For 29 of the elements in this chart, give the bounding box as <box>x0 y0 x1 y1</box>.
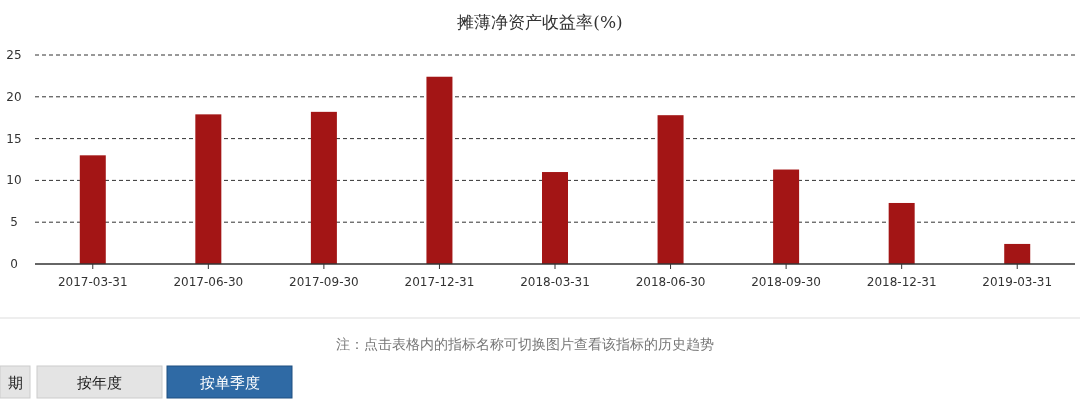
x-tick-label: 2017-09-30 <box>289 275 359 289</box>
bar <box>773 169 800 264</box>
x-tick-label: 2017-06-30 <box>173 275 244 289</box>
x-tick-label: 2017-12-31 <box>404 275 475 289</box>
y-tick-label: 25 <box>6 48 22 62</box>
x-tick-label: 2019-03-31 <box>982 275 1053 289</box>
text: 按年度 <box>77 374 122 392</box>
bar <box>542 172 568 264</box>
text: 期 <box>7 374 23 392</box>
bar <box>426 76 453 264</box>
text: 按单季度 <box>199 374 260 392</box>
y-tick-label: 10 <box>6 173 22 188</box>
bar <box>888 202 915 264</box>
x-tick-label: 2018-03-31 <box>520 275 590 289</box>
x-tick-label: 2018-09-30 <box>751 275 821 289</box>
text: 注：点击表格内的指标名称可切换图片查看该指标的历史趋势 <box>336 336 714 352</box>
y-tick-label: 0 <box>10 257 18 271</box>
y-tick-label: 5 <box>10 215 18 230</box>
x-tick-label: 2017-03-31 <box>57 275 128 289</box>
bar <box>657 115 684 264</box>
bar <box>310 111 337 264</box>
y-tick-label: 20 <box>6 89 22 104</box>
bar <box>79 155 106 264</box>
chart-title: 摊薄净资产收益率(%) <box>457 12 623 32</box>
bar <box>195 114 222 264</box>
bar <box>1004 243 1031 264</box>
x-tick-label: 2018-06-30 <box>635 275 706 289</box>
y-tick-label: 15 <box>6 131 22 146</box>
x-tick-label: 2018-12-31 <box>866 275 937 289</box>
